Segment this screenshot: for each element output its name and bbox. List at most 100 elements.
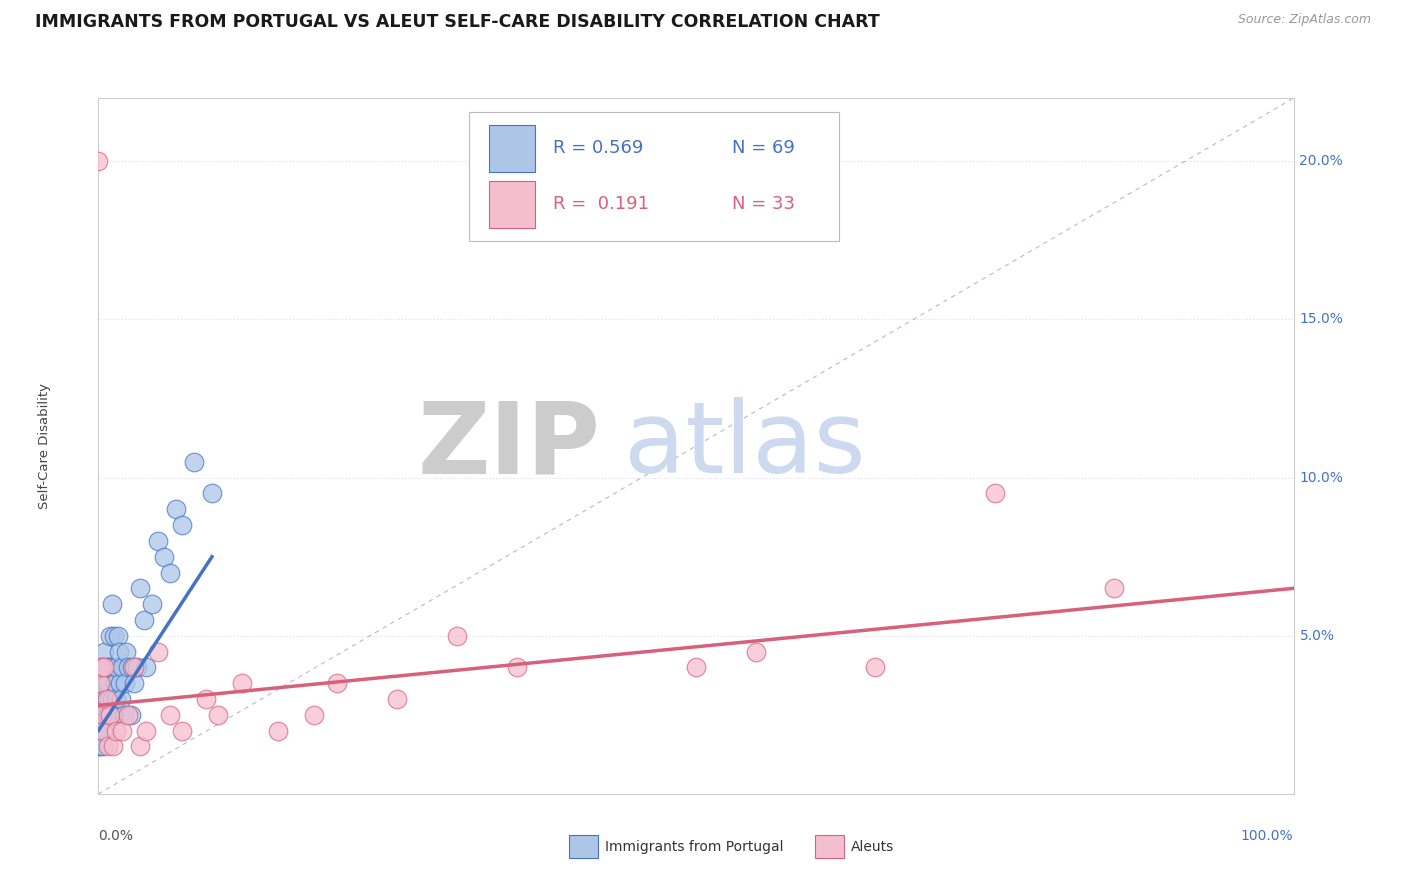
Point: [132, 613, 155, 627]
Point: [93, 692, 115, 706]
Point: [148, 644, 170, 658]
Bar: [489, 181, 534, 227]
Point: [100, 692, 122, 706]
Point: [115, 644, 138, 658]
Point: [117, 660, 139, 674]
Point: [87, 739, 110, 754]
Point: [148, 533, 170, 548]
Point: [96, 660, 118, 674]
Point: [96, 692, 118, 706]
Point: [183, 455, 205, 469]
Point: [87, 154, 110, 169]
Point: [90, 692, 112, 706]
Point: [141, 597, 163, 611]
Point: [104, 676, 127, 690]
Point: [745, 644, 768, 658]
Point: [1102, 582, 1125, 596]
Point: [98, 707, 122, 722]
Point: [91, 723, 114, 738]
Point: [159, 566, 181, 580]
Point: [105, 692, 128, 706]
Point: [87, 692, 110, 706]
Point: [89, 723, 111, 738]
Point: [90, 676, 112, 690]
Point: [121, 660, 143, 674]
Point: [98, 660, 121, 674]
Text: Source: ZipAtlas.com: Source: ZipAtlas.com: [1237, 13, 1371, 27]
Text: N = 33: N = 33: [733, 195, 794, 213]
Point: [96, 707, 118, 722]
Point: [90, 707, 112, 722]
Point: [446, 629, 468, 643]
Point: [129, 582, 152, 596]
Point: [207, 707, 229, 722]
Point: [91, 739, 114, 754]
Point: [89, 707, 111, 722]
Point: [172, 723, 194, 738]
Text: 5.0%: 5.0%: [1299, 629, 1334, 643]
Point: [107, 644, 129, 658]
Text: 20.0%: 20.0%: [1299, 154, 1343, 169]
Point: [97, 739, 120, 754]
Point: [159, 707, 181, 722]
Point: [506, 660, 529, 674]
Point: [111, 723, 134, 738]
Bar: [489, 125, 534, 171]
Point: [267, 723, 290, 738]
Point: [94, 723, 117, 738]
Point: [101, 739, 124, 754]
Point: [124, 676, 146, 690]
Point: [105, 660, 128, 674]
Point: [165, 502, 187, 516]
Point: [117, 707, 139, 722]
Point: [94, 676, 117, 690]
Point: [91, 692, 114, 706]
Text: Self-Care Disability: Self-Care Disability: [38, 383, 51, 509]
Point: [100, 597, 122, 611]
Point: [91, 707, 114, 722]
Text: Immigrants from Portugal: Immigrants from Portugal: [605, 839, 783, 854]
Point: [120, 707, 142, 722]
Point: [93, 660, 115, 674]
Point: [685, 660, 707, 674]
Point: [89, 676, 111, 690]
Point: [91, 707, 114, 722]
Point: [107, 629, 129, 643]
Point: [135, 723, 157, 738]
Point: [108, 676, 131, 690]
Point: [172, 518, 194, 533]
Point: [112, 707, 135, 722]
Point: [87, 723, 110, 738]
Point: [153, 549, 176, 564]
Text: N = 69: N = 69: [733, 139, 794, 157]
Point: [96, 692, 118, 706]
Text: Aleuts: Aleuts: [851, 839, 894, 854]
Point: [90, 723, 112, 738]
Point: [231, 676, 253, 690]
Point: [91, 660, 114, 674]
Point: [194, 692, 217, 706]
Text: ZIP: ZIP: [418, 398, 600, 494]
Point: [129, 739, 152, 754]
Point: [93, 707, 115, 722]
Point: [89, 692, 111, 706]
Point: [93, 644, 115, 658]
Point: [111, 660, 134, 674]
Text: 10.0%: 10.0%: [1299, 471, 1343, 484]
Point: [101, 660, 124, 674]
Point: [983, 486, 1005, 500]
Point: [103, 707, 125, 722]
Point: [326, 676, 349, 690]
Point: [863, 660, 886, 674]
Text: 100.0%: 100.0%: [1241, 829, 1294, 843]
Point: [110, 692, 132, 706]
Point: [90, 660, 112, 674]
Point: [201, 486, 224, 500]
Point: [124, 660, 146, 674]
Point: [98, 707, 122, 722]
Text: 15.0%: 15.0%: [1299, 312, 1343, 326]
Point: [97, 676, 120, 690]
Point: [89, 739, 111, 754]
Point: [385, 692, 409, 706]
Point: [302, 707, 325, 722]
